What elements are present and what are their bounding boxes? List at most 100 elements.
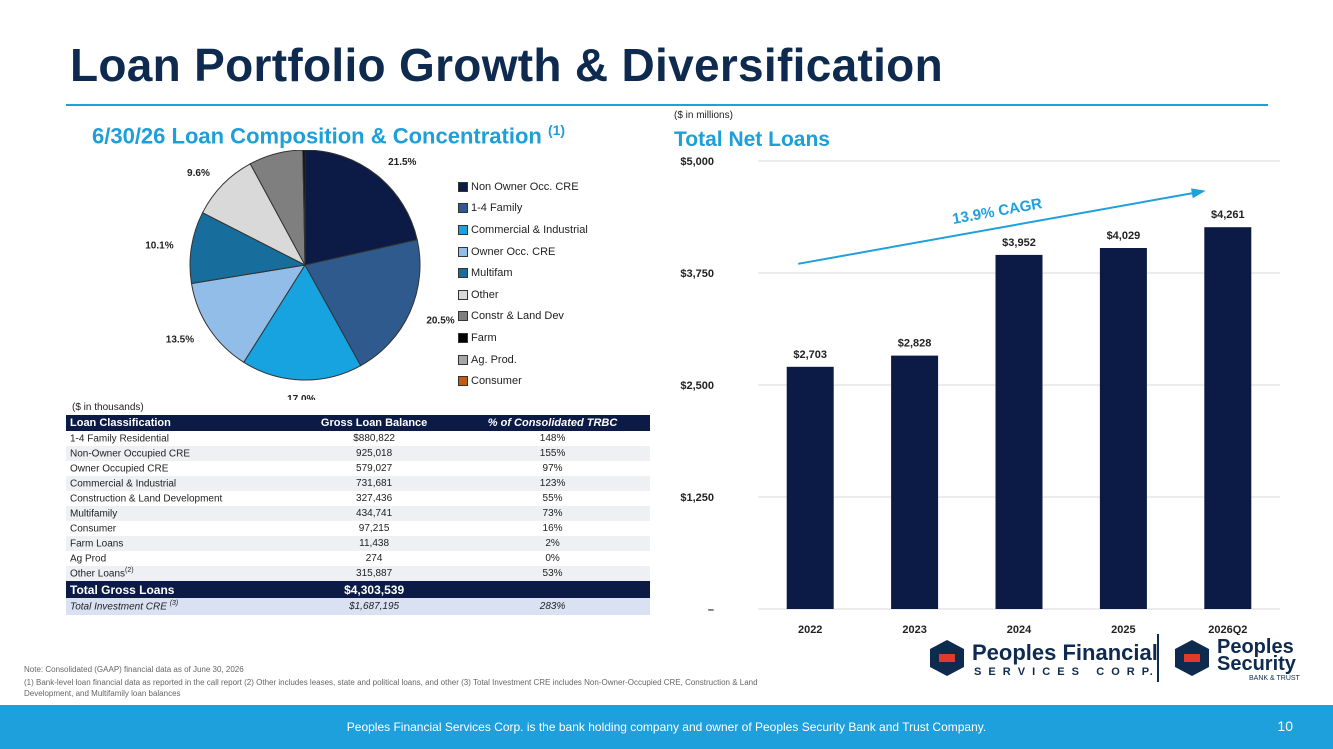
page-title: Loan Portfolio Growth & Diversification	[70, 39, 943, 91]
table-row: Construction & Land Development 327,436 55…	[66, 491, 650, 506]
legend-item: Consumer	[458, 370, 588, 392]
table-row: Consumer 97,215 16%	[66, 521, 650, 536]
row-name: Non-Owner Occupied CRE	[66, 446, 294, 461]
legend-swatch	[458, 246, 468, 257]
composition-title: 6/30/26 Loan Composition & Concentration…	[92, 122, 566, 149]
legend-label: Consumer	[471, 375, 522, 388]
cagr-arrow	[798, 191, 1198, 265]
table-row: Other Loans(2) 315,887 53%	[66, 566, 650, 581]
investment-name: Total Investment CRE (3)	[66, 598, 294, 615]
bar-data-label: $2,703	[793, 349, 827, 361]
cagr-arrowhead	[1191, 188, 1206, 199]
composition-note-marker: (1)	[547, 122, 566, 138]
row-pct: 16%	[542, 523, 563, 534]
investment-cre-row: Total Investment CRE (3) $1,687,195 283%	[66, 598, 650, 615]
pfsc-sub: S E R V I C E S C O R P.	[974, 666, 1155, 678]
legend-swatch	[458, 268, 468, 279]
row-balance: 274	[365, 553, 383, 564]
table-row: Farm Loans 11,438 2%	[66, 536, 650, 551]
psb-sub: BANK & TRUST	[1249, 675, 1300, 682]
pie-data-label: 17.0%	[287, 394, 315, 400]
page-number: 10	[1277, 718, 1293, 734]
legend-swatch	[458, 224, 468, 235]
y-tick-label: $1,250	[680, 492, 714, 504]
pie-slice	[190, 264, 307, 364]
total-pct	[455, 581, 650, 598]
legend-label: Constr & Land Dev	[471, 310, 564, 323]
pie-data-label: 9.6%	[187, 168, 210, 179]
loan-classification-table: Loan Classification Gross Loan Balance %…	[66, 415, 650, 615]
pie-slice	[304, 150, 418, 266]
title-rule	[66, 104, 1268, 106]
pie-slice	[304, 239, 421, 367]
bar	[1204, 227, 1252, 609]
row-balance: 327,436	[356, 493, 393, 504]
pie-data-label: 10.1%	[145, 240, 173, 251]
legend-label: Commercial & Industrial	[471, 223, 588, 236]
table-row: 1-4 Family Residential $880,822 148%	[66, 431, 650, 446]
legend-label: Farm	[471, 331, 497, 344]
pie-legend: Non Owner Occ. CRE 1-4 Family Commercial &…	[458, 176, 588, 392]
bar	[891, 355, 939, 609]
x-tick-label: 2022	[798, 624, 822, 635]
row-name: Owner Occupied CRE	[70, 463, 169, 475]
row-pct: 55%	[542, 493, 563, 504]
legend-swatch	[458, 289, 468, 300]
header-pct-trbc: % of Consolidated TRBC	[455, 415, 650, 431]
total-name: Total Gross Loans	[66, 581, 294, 598]
psb-hex-icon	[1175, 640, 1209, 676]
header-gross-loan-balance: Gross Loan Balance	[293, 415, 456, 431]
table-header-row: Loan Classification Gross Loan Balance %…	[66, 415, 650, 431]
row-balance: 97,215	[358, 523, 390, 534]
row-name: Ag Prod	[70, 553, 107, 565]
pie-data-label: 13.5%	[166, 334, 194, 345]
footer-text: Peoples Financial Services Corp. is the …	[346, 720, 987, 734]
legend-item: Owner Occ. CRE	[458, 241, 588, 263]
y-tick-label: $2,500	[680, 380, 714, 392]
investment-note-marker: (3)	[169, 600, 179, 608]
footer-bar: Peoples Financial Services Corp. is the …	[0, 705, 1333, 749]
legend-swatch	[458, 203, 468, 214]
legend-item: Non Owner Occ. CRE	[458, 176, 588, 198]
bar	[995, 254, 1043, 609]
y-tick-label: –	[708, 604, 714, 616]
legend-item: Farm	[458, 327, 588, 349]
pie-data-label: 21.5%	[388, 157, 416, 168]
loan-composition-pie-chart: 21.5%20.5%17.0%13.5%10.1%9.6%7.6%0.3%	[145, 150, 455, 400]
bar-data-label: $3,952	[1002, 237, 1036, 249]
legend-item: Other	[458, 284, 588, 306]
pie-slice	[302, 150, 306, 266]
legend-item: Multifam	[458, 262, 588, 284]
row-balance: $880,822	[353, 433, 395, 444]
legend-label: Other	[471, 288, 499, 301]
row-pct: 155%	[455, 446, 650, 461]
legend-item: Commercial & Industrial	[458, 219, 588, 241]
table-row: Commercial & Industrial 731,681 123%	[66, 476, 650, 491]
pie-data-label: 20.5%	[426, 315, 454, 326]
row-balance: 731,681	[293, 476, 456, 491]
header-loan-classification: Loan Classification	[66, 415, 294, 431]
row-name: Construction & Land Development	[70, 493, 223, 505]
row-balance: 11,438	[293, 536, 456, 551]
y-tick-label: $5,000	[680, 156, 714, 168]
row-pct: 53%	[455, 566, 650, 581]
row-name: Multifamily	[66, 506, 294, 521]
legend-swatch	[458, 311, 468, 322]
pfsc-hex-icon	[930, 640, 964, 676]
legend-swatch	[458, 181, 468, 192]
row-name: Consumer	[70, 523, 117, 535]
table-row: Ag Prod 274 0%	[66, 551, 650, 566]
note-line-3: Development, and Multifamily loan balanc…	[24, 689, 181, 698]
legend-swatch	[458, 376, 468, 387]
x-tick-label: 2024	[1007, 624, 1032, 635]
total-net-loans-bar-chart: – $1,250 $2,500 $3,750 $5,000 $2,703 2022 $2,82…	[680, 156, 1280, 635]
table-unit-note: ($ in thousands)	[72, 402, 144, 413]
x-tick-label: 2023	[902, 624, 926, 635]
bar-data-label: $4,029	[1107, 230, 1141, 242]
note-line-2: (1) Bank-level loan financial data as re…	[24, 678, 758, 687]
pfsc-name: Peoples Financial	[972, 640, 1158, 665]
row-balance: 579,027	[356, 463, 393, 474]
row-balance: 434,741	[293, 506, 456, 521]
row-name: Farm Loans	[66, 536, 294, 551]
y-tick-label: $3,750	[680, 268, 714, 280]
